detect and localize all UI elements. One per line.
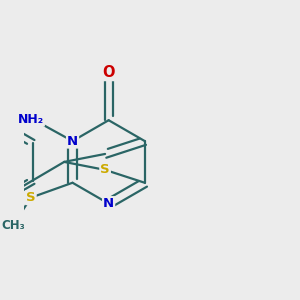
Text: O: O — [102, 65, 115, 80]
Text: NH₂: NH₂ — [18, 113, 44, 126]
Text: N: N — [103, 197, 114, 210]
Text: S: S — [26, 191, 36, 204]
Text: CH₃: CH₃ — [1, 219, 25, 232]
Text: N: N — [67, 135, 78, 148]
Text: S: S — [100, 164, 110, 176]
